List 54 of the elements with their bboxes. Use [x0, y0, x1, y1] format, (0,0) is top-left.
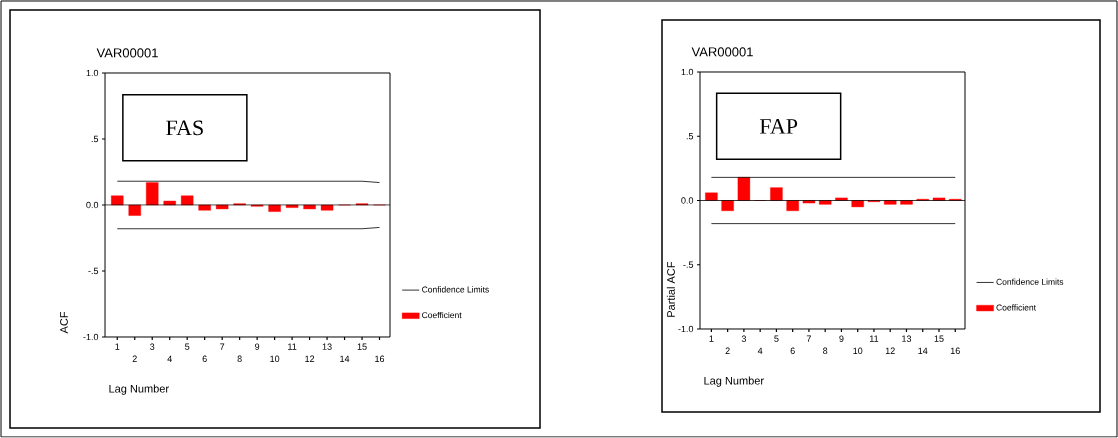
x-tick-label: 11: [288, 343, 297, 350]
x-tick-label: 13: [322, 343, 332, 350]
x-tick-label: 3: [150, 343, 155, 350]
annotation: FAP: [759, 119, 798, 134]
y-tick-label: 1.0: [681, 68, 694, 76]
x-tick-label: 8: [237, 355, 242, 362]
x-tick-label: 5: [774, 335, 779, 342]
y-tick-label: 0.0: [681, 197, 694, 204]
chart-title: VAR00001: [96, 48, 158, 58]
x-tick-label: 8: [823, 347, 828, 354]
x-tick-label: 7: [806, 335, 811, 342]
y-tick-label: 0.0: [86, 201, 99, 209]
x-tick-label: 16: [950, 347, 960, 354]
legend-label: Confidence Limits: [996, 278, 1064, 285]
x-tick-label: 10: [270, 355, 280, 362]
x-tick-label: 9: [255, 343, 260, 350]
y-axis-title: Partial ACF: [666, 261, 675, 317]
x-tick-label: 3: [741, 335, 747, 342]
legend-label: Coefficient: [422, 311, 462, 319]
x-tick-label: 10: [853, 347, 863, 354]
x-tick-label: 2: [132, 355, 137, 362]
x-tick-label: 1: [709, 335, 714, 342]
x-tick-label: 11: [869, 335, 879, 342]
x-tick-label: 5: [185, 343, 190, 350]
x-tick-label: 13: [902, 335, 912, 342]
y-tick-label: .5: [686, 133, 694, 140]
x-tick-label: 14: [340, 355, 350, 362]
x-tick-label: 1: [115, 343, 120, 350]
y-tick-label: -1.0: [678, 325, 694, 333]
x-tick-label: 6: [790, 347, 795, 354]
x-tick-label: 4: [757, 347, 763, 354]
y-tick-label: 1.0: [86, 69, 99, 77]
y-tick-label: -.5: [683, 261, 694, 268]
y-axis-title: ACF: [60, 311, 68, 334]
annotation: FAS: [166, 120, 203, 136]
x-tick-label: 6: [202, 355, 207, 362]
chart-title: VAR00001: [691, 47, 753, 57]
x-tick-label: 2: [725, 347, 730, 354]
legend-label: Confidence Limits: [422, 286, 489, 293]
legend-label: Coefficient: [996, 304, 1036, 311]
x-tick-label: 9: [839, 335, 844, 342]
y-tick-label: -.5: [88, 267, 99, 275]
x-tick-label: 7: [220, 343, 225, 350]
x-axis-title: Lag Number: [704, 376, 764, 387]
x-tick-label: 14: [918, 347, 928, 354]
y-tick-label: .5: [91, 135, 99, 143]
x-tick-label: 12: [885, 347, 895, 354]
x-tick-label: 12: [305, 355, 315, 362]
x-tick-label: 15: [934, 335, 944, 342]
x-tick-label: 16: [375, 355, 385, 362]
x-axis-title: Lag Number: [109, 384, 169, 395]
x-tick-label: 4: [167, 355, 172, 362]
y-tick-label: -1.0: [83, 333, 99, 341]
x-tick-label: 15: [357, 343, 367, 350]
